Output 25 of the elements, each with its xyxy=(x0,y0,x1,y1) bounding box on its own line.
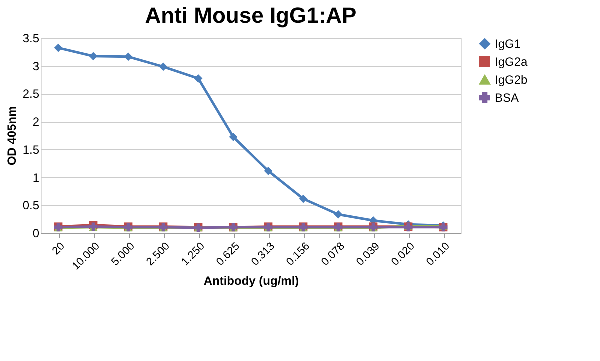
point xyxy=(229,132,238,142)
point xyxy=(264,166,273,176)
chart-title: Anti Mouse IgG1:AP xyxy=(145,3,357,28)
x-axis-title: Antibody (ug/ml) xyxy=(204,274,300,288)
y-tick-label: 0.5 xyxy=(22,198,40,213)
y-axis-title: OD 405nm xyxy=(4,106,19,166)
y-tick-label: 3.5 xyxy=(22,32,40,46)
y-tick-label: 2 xyxy=(32,115,40,130)
legend-label: IgG1 xyxy=(495,37,522,51)
legend-label: BSA xyxy=(495,91,520,105)
legend-label: IgG2b xyxy=(495,73,528,87)
point xyxy=(124,52,133,62)
y-tick-label: 1.5 xyxy=(22,142,40,157)
x-tick-label: 20 xyxy=(50,240,68,258)
point xyxy=(159,62,168,72)
point xyxy=(89,52,98,61)
point xyxy=(194,74,203,83)
point xyxy=(334,210,343,219)
legend-label: IgG2a xyxy=(495,55,528,69)
y-tick-label: 2.5 xyxy=(22,87,40,102)
point xyxy=(299,194,308,204)
y-tick-label: 0 xyxy=(32,226,40,240)
y-tick-label: 3 xyxy=(32,59,40,74)
point xyxy=(54,44,63,52)
y-tick-label: 1 xyxy=(32,170,40,185)
